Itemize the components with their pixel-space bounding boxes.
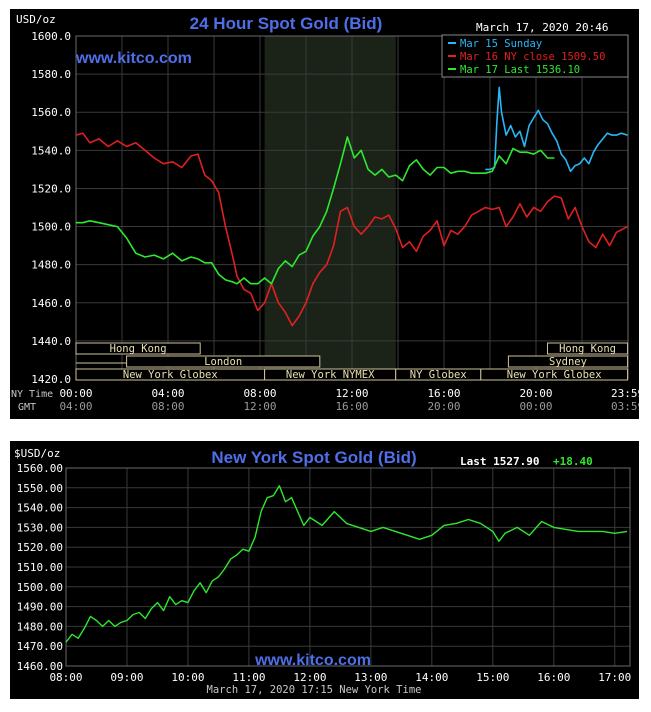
market-session-box bbox=[547, 342, 629, 355]
legend-mar15: Mar 15 Sunday bbox=[460, 38, 542, 50]
x-tick-label-ny: 20:00 bbox=[519, 387, 552, 400]
series-lines bbox=[75, 86, 628, 327]
x-tick-labels: 00:0004:0008:0012:0016:0020:0023:5904:00… bbox=[59, 387, 639, 413]
price-change: +18.40 bbox=[553, 455, 593, 468]
x-tick-label: 15:00 bbox=[476, 671, 509, 684]
x-tick-label-gmt: 04:00 bbox=[59, 400, 92, 413]
nymex-session-shade bbox=[264, 36, 396, 379]
series-lines bbox=[65, 485, 628, 643]
y-tick-label: 1470.00 bbox=[17, 640, 63, 653]
x-tick-label-ny: 08:00 bbox=[243, 387, 276, 400]
y-tick-label: 1480.00 bbox=[17, 620, 63, 633]
last-price: Last 1527.90 bbox=[460, 455, 539, 468]
market-session-label: NY Globex bbox=[410, 369, 467, 381]
x-tick-label-gmt: 08:00 bbox=[151, 400, 184, 413]
chart-title: New York Spot Gold (Bid) bbox=[211, 448, 416, 467]
plot-border bbox=[65, 467, 631, 667]
y-tick-label: 1440.0 bbox=[31, 335, 71, 348]
chart-ny-svg: $USD/oz New York Spot Gold (Bid) Last 15… bbox=[14, 447, 631, 696]
series-ny-spot-gold bbox=[65, 485, 628, 643]
y-tick-label: 1540.0 bbox=[31, 144, 71, 157]
x-tick-label: 11:00 bbox=[232, 671, 265, 684]
chart-ny-spot-gold: $USD/oz New York Spot Gold (Bid) Last 15… bbox=[10, 441, 639, 699]
y-tick-label: 1460.0 bbox=[31, 297, 71, 310]
x-tick-label: 16:00 bbox=[537, 671, 570, 684]
x-tick-label: 08:00 bbox=[49, 671, 82, 684]
x-tick-label-gmt: 12:00 bbox=[243, 400, 276, 413]
market-session-label: New York Globex bbox=[507, 369, 602, 381]
x-tick-label-gmt: 20:00 bbox=[427, 400, 460, 413]
legend-mar17: Mar 17 Last 1536.10 bbox=[460, 64, 580, 76]
y-tick-label: 1460.00 bbox=[17, 660, 63, 673]
x-tick-label-gmt: 03:59 bbox=[611, 400, 639, 413]
y-tick-labels: 1560.00 1550.00 1540.00 1530.00 1520.00 1510.… bbox=[17, 462, 63, 673]
watermark: www.kitco.com bbox=[254, 652, 371, 669]
series-mar15-sunday bbox=[485, 86, 628, 173]
market-session-label: New York Globex bbox=[123, 369, 218, 381]
x-tick-label-ny: 00:00 bbox=[59, 387, 92, 400]
y-tick-label: 1420.0 bbox=[31, 373, 71, 386]
y-unit-label: $USD/oz bbox=[14, 447, 60, 460]
y-tick-label: 1480.0 bbox=[31, 259, 71, 272]
y-tick-labels: 1600.0 1580.0 1560.0 1540.0 1520.0 1500.0 1480… bbox=[31, 30, 71, 386]
grid-lines bbox=[65, 467, 631, 667]
market-session-box bbox=[507, 355, 629, 368]
chart-title: 24 Hour Spot Gold (Bid) bbox=[190, 14, 383, 33]
y-tick-label: 1520.00 bbox=[17, 541, 63, 554]
market-session-label: London bbox=[204, 356, 242, 368]
y-tick-label: 1520.0 bbox=[31, 182, 71, 195]
x-tick-label: 10:00 bbox=[171, 671, 204, 684]
footer-timestamp: March 17, 2020 17:15 New York Time bbox=[207, 684, 422, 696]
x-tick-label-ny: 23:59 bbox=[611, 387, 639, 400]
y-tick-label: 1600.0 bbox=[31, 30, 71, 43]
legend-box bbox=[441, 34, 629, 78]
y-tick-label: 1500.0 bbox=[31, 221, 71, 234]
y-tick-label: 1550.00 bbox=[17, 482, 63, 495]
y-tick-label: 1510.00 bbox=[17, 561, 63, 574]
x-tick-label-gmt: 00:00 bbox=[519, 400, 552, 413]
date-label: March 17, 2020 20:46 bbox=[476, 21, 608, 34]
chart-24h-spot-gold: USD/oz 24 Hour Spot Gold (Bid) March 17,… bbox=[10, 9, 639, 419]
market-session-label: Sydney bbox=[549, 356, 587, 368]
watermark: www.kitco.com bbox=[75, 50, 192, 67]
y-tick-label: 1560.0 bbox=[31, 106, 71, 119]
market-session-label: New York NYMEX bbox=[286, 369, 375, 381]
x-tick-labels: 08:00 09:00 10:00 11:00 12:00 13:00 14:00 15:00… bbox=[49, 671, 631, 684]
x-tick-label-ny: 16:00 bbox=[427, 387, 460, 400]
series-mar17-last bbox=[76, 136, 555, 285]
x-tick-label-gmt: 16:00 bbox=[335, 400, 368, 413]
y-tick-label: 1560.00 bbox=[17, 462, 63, 475]
y-tick-label: 1580.0 bbox=[31, 68, 71, 81]
y-tick-label: 1540.00 bbox=[17, 502, 63, 515]
y-unit-label: USD/oz bbox=[16, 13, 56, 26]
market-session-label: Hong Kong bbox=[559, 343, 616, 355]
x-tick-label: 17:00 bbox=[598, 671, 631, 684]
legend: Mar 15 Sunday Mar 16 NY close 1509.50 Ma… bbox=[441, 34, 629, 78]
market-session-box bbox=[75, 342, 201, 355]
series-mar16-ny-close bbox=[75, 132, 628, 327]
row-label-ny-time: NY Time bbox=[11, 389, 53, 400]
y-tick-label: 1500.00 bbox=[17, 581, 63, 594]
x-tick-label-ny: 04:00 bbox=[151, 387, 184, 400]
x-tick-label-ny: 12:00 bbox=[335, 387, 368, 400]
legend-mar16: Mar 16 NY close 1509.50 bbox=[460, 51, 605, 63]
market-session-box bbox=[126, 355, 321, 368]
x-tick-label: 13:00 bbox=[354, 671, 387, 684]
x-tick-label: 14:00 bbox=[415, 671, 448, 684]
chart-24h-svg: USD/oz 24 Hour Spot Gold (Bid) March 17,… bbox=[11, 13, 639, 413]
x-tick-label: 09:00 bbox=[110, 671, 143, 684]
market-session-box bbox=[480, 368, 629, 381]
row-label-gmt: GMT bbox=[18, 402, 36, 413]
x-tick-label: 12:00 bbox=[293, 671, 326, 684]
y-tick-label: 1530.00 bbox=[17, 521, 63, 534]
market-session-label: Hong Kong bbox=[110, 343, 167, 355]
y-tick-label: 1490.00 bbox=[17, 601, 63, 614]
